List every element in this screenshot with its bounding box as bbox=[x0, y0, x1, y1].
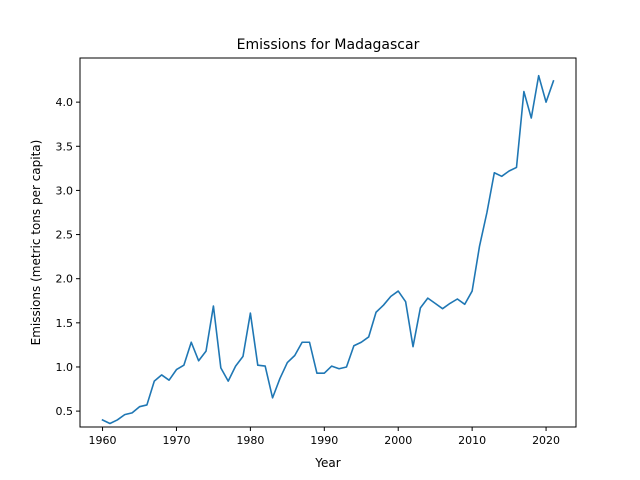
x-tick-label: 1990 bbox=[310, 434, 338, 447]
x-tick-label: 2000 bbox=[384, 434, 412, 447]
y-tick-label: 4.0 bbox=[56, 96, 74, 109]
x-tick-label: 2010 bbox=[458, 434, 486, 447]
y-tick-label: 2.0 bbox=[56, 273, 74, 286]
y-tick-label: 0.5 bbox=[56, 405, 74, 418]
x-tick-label: 2020 bbox=[532, 434, 560, 447]
y-tick-label: 3.0 bbox=[56, 184, 74, 197]
plot-area: 1960 1970 1980 1990 2000 2010 2020 0.5 1.0 1.5 2.… bbox=[56, 57, 577, 447]
x-axis: 1960 1970 1980 1990 2000 2010 2020 bbox=[89, 427, 560, 447]
x-tick-label: 1970 bbox=[162, 434, 190, 447]
x-tick-label: 1980 bbox=[236, 434, 264, 447]
axes-frame bbox=[79, 57, 577, 428]
emissions-series-line bbox=[101, 74, 555, 425]
y-tick-label: 2.5 bbox=[56, 229, 74, 242]
chart-title: Emissions for Madagascar bbox=[237, 37, 420, 53]
y-tick-label: 3.5 bbox=[56, 140, 74, 153]
x-tick-label: 1960 bbox=[89, 434, 117, 447]
y-tick-label: 1.5 bbox=[56, 317, 74, 330]
y-axis-label: Emissions (metric tons per capita) bbox=[29, 140, 43, 346]
y-tick-label: 1.0 bbox=[56, 361, 74, 374]
y-axis: 0.5 1.0 1.5 2.0 2.5 3.0 3.5 4.0 bbox=[56, 96, 80, 418]
x-axis-label: Year bbox=[314, 456, 340, 470]
